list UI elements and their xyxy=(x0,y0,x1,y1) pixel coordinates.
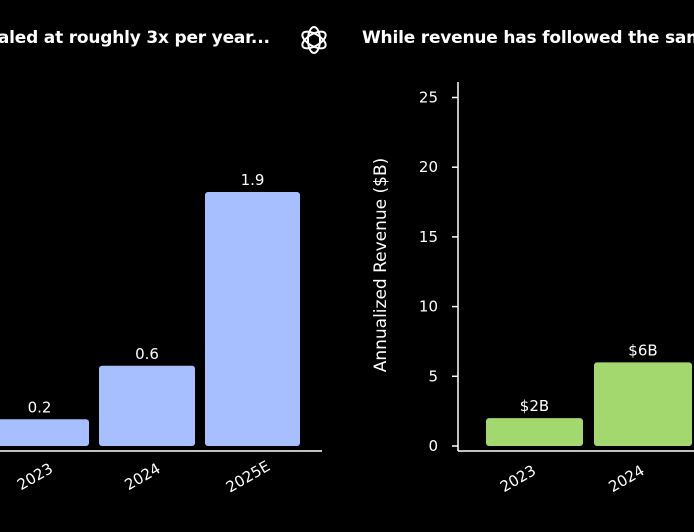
right-y-tick-label-10: 10 xyxy=(419,298,438,316)
left-chart-title: caled at roughly 3x per year... xyxy=(0,28,270,48)
right-x-tick-label-2023: 2023 xyxy=(497,461,539,496)
right-y-tick-label-20: 20 xyxy=(419,158,438,176)
right-data-label-2024: $6B xyxy=(628,341,657,359)
left-data-label-2025E: 1.9 xyxy=(241,171,265,189)
right-bar-2023 xyxy=(486,418,583,446)
left-bar-2023 xyxy=(0,419,89,446)
openai-logo-icon xyxy=(301,26,327,54)
right-y-tick-label-25: 25 xyxy=(419,89,438,107)
right-y-tick-label-0: 0 xyxy=(428,437,438,455)
right-y-tick-label-15: 15 xyxy=(419,228,438,246)
right-y-tick-label-5: 5 xyxy=(428,367,438,385)
right-x-tick-label-2024: 2024 xyxy=(605,461,647,496)
right-y-axis-label: Annualized Revenue ($B) xyxy=(371,158,391,373)
left-data-label-2024: 0.6 xyxy=(135,345,159,363)
right-bar-2024 xyxy=(594,362,692,446)
right-chart-title: While revenue has followed the same xyxy=(362,28,694,48)
left-data-label-2023: 0.2 xyxy=(28,398,52,416)
right-data-label-2023: $2B xyxy=(520,397,549,415)
left-bar-2024 xyxy=(99,365,195,446)
left-bar-2025E xyxy=(205,191,300,446)
